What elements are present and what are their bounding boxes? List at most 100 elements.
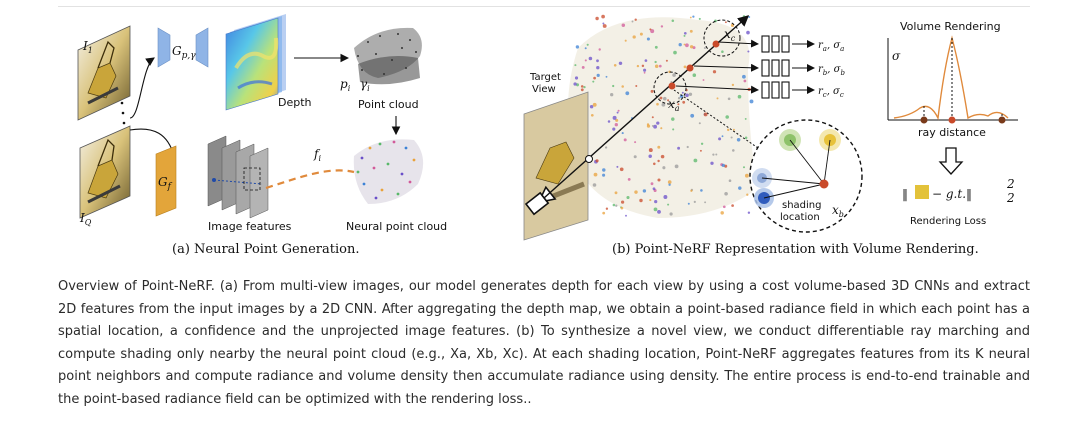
input-image-1: [77, 25, 131, 121]
scene-point: [662, 166, 666, 170]
scene-point: [573, 82, 577, 86]
target-view-image: [523, 91, 589, 241]
depth-map-stack: [225, 14, 286, 111]
scene-point: [621, 132, 624, 135]
scene-point: [653, 207, 658, 212]
scene-point: [660, 25, 664, 28]
scene-point: [580, 88, 584, 92]
scene-point: [657, 178, 661, 182]
scene-point: [744, 136, 748, 140]
caption-b: (b) Point-NeRF Representation with Volum…: [612, 242, 979, 257]
scene-point: [584, 59, 587, 62]
scene-point: [678, 43, 682, 47]
arrow-xc-mlp: [717, 39, 759, 48]
scene-point: [720, 211, 724, 215]
neighborhood-xa: [653, 71, 687, 105]
scene-point: [601, 14, 605, 19]
label-output-b: rb, σb: [818, 64, 845, 77]
scene-point: [602, 22, 605, 25]
svg-text:‖: ‖: [902, 187, 908, 201]
scene-point: [685, 93, 689, 98]
scene-point: [690, 189, 693, 192]
panel-a: I1 IQ Gp,γ: [77, 14, 447, 257]
scene-point: [683, 31, 687, 35]
scene-point: [685, 43, 689, 48]
label-output-a: ra, σa: [818, 40, 844, 53]
scene-point: [704, 201, 707, 204]
sample-point-xc: [712, 40, 720, 48]
label-sigma: σ: [892, 49, 901, 63]
scene-point: [689, 45, 694, 49]
scene-point: [677, 96, 681, 100]
scene-point: [648, 148, 653, 153]
scene-point: [617, 109, 620, 112]
scene-point: [742, 15, 746, 18]
scene-point: [732, 149, 735, 152]
scene-point: [657, 145, 661, 149]
scene-point: [616, 165, 619, 168]
scene-point: [672, 73, 676, 77]
panel-b: Target View xc xa: [523, 14, 1018, 257]
scene-point: [615, 204, 618, 207]
scene-point: [612, 115, 617, 120]
scene-point: [634, 18, 637, 21]
scene-point: [718, 137, 722, 141]
scene-point: [663, 195, 668, 199]
scene-point: [621, 23, 626, 28]
scene-point: [646, 37, 650, 41]
scene-point: [580, 85, 584, 88]
volume-rendering-plot: Volume Rendering σ ray distance: [887, 20, 1018, 139]
svg-text:2: 2: [1006, 177, 1015, 191]
encoder-gp: [157, 27, 209, 68]
scene-point: [643, 71, 646, 74]
scene-point: [588, 56, 593, 61]
scene-point: [654, 199, 658, 204]
scene-point: [590, 113, 594, 117]
scene-point: [574, 64, 577, 67]
scene-point: [730, 136, 733, 139]
label-ray-distance: ray distance: [918, 126, 986, 139]
ray-entry-point: [585, 155, 593, 163]
ray-sample-1: [920, 116, 928, 124]
scene-point: [677, 146, 681, 150]
scene-point: [671, 19, 675, 23]
scene-point: [596, 59, 599, 63]
scene-point: [618, 61, 623, 66]
label-pi: pi: [340, 77, 351, 93]
scene-point: [698, 17, 701, 20]
label-gp: Gp,γ: [172, 44, 196, 61]
scene-point: [592, 183, 597, 187]
scene-point: [632, 35, 636, 39]
scene-point: [661, 102, 666, 107]
scene-point: [592, 102, 597, 107]
scene-point: [646, 123, 650, 126]
figure-description: Overview of Point-NeRF. (a) From multi-v…: [58, 279, 1030, 407]
scene-point: [602, 24, 607, 28]
scene-point: [738, 186, 742, 190]
scene-point: [749, 99, 754, 104]
scene-point: [677, 103, 680, 106]
caption-a: (a) Neural Point Generation.: [172, 242, 359, 257]
scene-point: [592, 80, 595, 83]
scene-point: [612, 127, 616, 131]
scene-point: [607, 120, 611, 123]
svg-text:2: 2: [1006, 191, 1015, 205]
scene-point: [612, 203, 616, 207]
arrow-to-gp: [129, 57, 155, 119]
ray-sample-2: [948, 116, 956, 124]
scene-point: [722, 205, 726, 209]
scene-point: [731, 83, 735, 87]
figure-svg: I1 IQ Gp,γ: [77, 14, 1018, 257]
scene-point: [743, 79, 747, 83]
label-xa: xa: [668, 97, 680, 113]
scene-point: [710, 161, 714, 165]
scene-point: [633, 155, 637, 159]
scene-point: [686, 145, 689, 149]
scene-point: [612, 84, 615, 88]
rendering-loss-formula: ‖ − g.t.‖ 2 2: [902, 177, 1015, 205]
scene-point: [700, 142, 704, 145]
label-xc: xc: [724, 27, 736, 43]
scene-point: [624, 39, 627, 42]
scene-point: [665, 59, 668, 62]
scene-point: [667, 180, 672, 184]
